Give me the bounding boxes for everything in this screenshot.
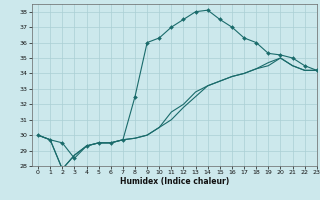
X-axis label: Humidex (Indice chaleur): Humidex (Indice chaleur) (120, 177, 229, 186)
